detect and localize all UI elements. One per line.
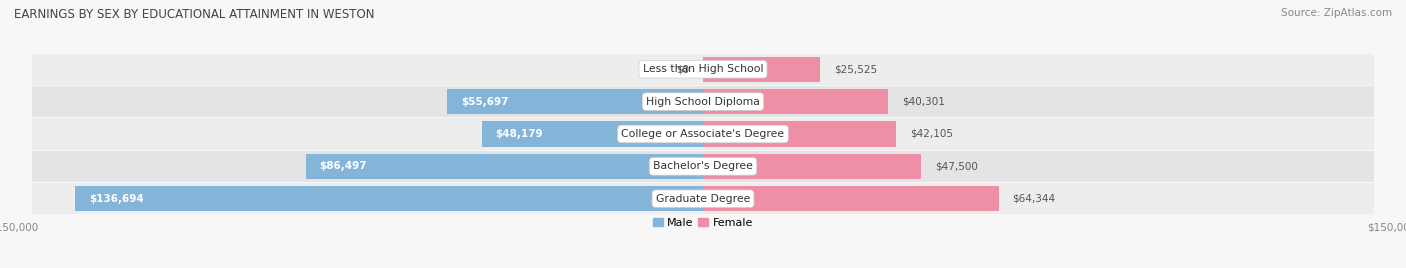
Bar [703, 121, 897, 147]
Text: $47,500: $47,500 [935, 161, 977, 171]
Text: EARNINGS BY SEX BY EDUCATIONAL ATTAINMENT IN WESTON: EARNINGS BY SEX BY EDUCATIONAL ATTAINMEN… [14, 8, 374, 21]
Bar [703, 57, 820, 82]
Bar [32, 118, 1374, 150]
Text: $136,694: $136,694 [89, 194, 143, 204]
Bar [447, 89, 703, 114]
Text: $86,497: $86,497 [319, 161, 367, 171]
Text: $64,344: $64,344 [1012, 194, 1056, 204]
Text: College or Associate's Degree: College or Associate's Degree [621, 129, 785, 139]
Text: Less than High School: Less than High School [643, 64, 763, 74]
Text: $48,179: $48,179 [495, 129, 543, 139]
Text: $42,105: $42,105 [910, 129, 953, 139]
Bar [703, 154, 921, 179]
Bar [703, 89, 889, 114]
Text: $25,525: $25,525 [834, 64, 877, 74]
Bar [75, 186, 703, 211]
Text: $55,697: $55,697 [461, 97, 509, 107]
Text: $0: $0 [676, 64, 689, 74]
Bar [32, 54, 1374, 85]
Text: Bachelor's Degree: Bachelor's Degree [652, 161, 754, 171]
Text: High School Diploma: High School Diploma [647, 97, 759, 107]
Bar [32, 183, 1374, 214]
Text: Graduate Degree: Graduate Degree [655, 194, 751, 204]
Bar [305, 154, 703, 179]
Text: $40,301: $40,301 [901, 97, 945, 107]
Text: Source: ZipAtlas.com: Source: ZipAtlas.com [1281, 8, 1392, 18]
Bar [703, 186, 998, 211]
Legend: Male, Female: Male, Female [652, 218, 754, 228]
Bar [32, 151, 1374, 182]
Bar [32, 86, 1374, 117]
Bar [482, 121, 703, 147]
